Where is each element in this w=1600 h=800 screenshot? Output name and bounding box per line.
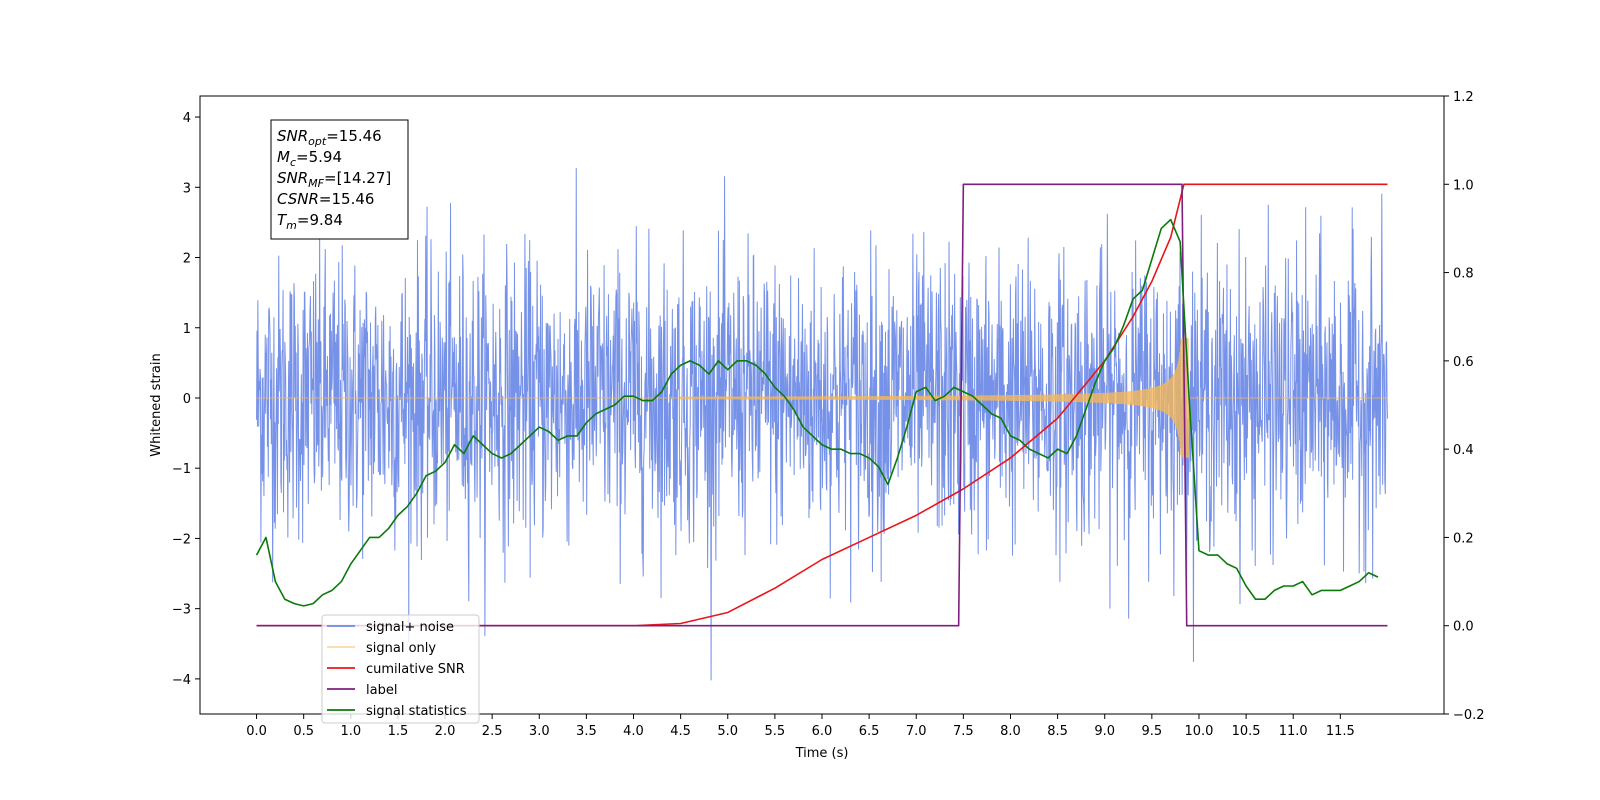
x-tick-label: 11.0: [1279, 724, 1308, 739]
legend: signal+ noise signal only cumilative SNR la…: [321, 614, 480, 724]
x-tick-label: 0.5: [293, 724, 314, 739]
y-left-tick-label: 2: [183, 252, 191, 267]
y-left-tick-label: −2: [172, 532, 191, 547]
x-tick-label: 0.0: [246, 724, 267, 739]
series-layer: [255, 167, 1388, 681]
annotation-line: SNRopt=15.46: [277, 127, 382, 148]
legend-label: signal statistics: [366, 704, 467, 719]
x-tick-label: 9.5: [1142, 724, 1163, 739]
y-right-tick-label: 0.2: [1453, 531, 1474, 546]
y-left-tick-label: 0: [183, 392, 191, 407]
annotation-line: CSNR=15.46: [277, 190, 374, 208]
y-left-tick-label: 1: [183, 322, 191, 337]
annotation-frame: [270, 119, 409, 240]
x-tick-label: 3.0: [529, 724, 550, 739]
x-tick-label: 10.0: [1184, 724, 1213, 739]
y-axis-right: 1.2 1.0 0.8 0.6 0.4 0.2 0.0 −0.2: [1444, 90, 1485, 723]
x-tick-label: 6.0: [812, 724, 833, 739]
y-right-tick-label: 0.4: [1453, 443, 1474, 458]
series-signal-only: [256, 338, 1388, 458]
y-left-tick-label: −1: [172, 462, 191, 477]
y-axis-label: Whitened strain: [149, 353, 164, 456]
series-label: [256, 183, 1388, 627]
annotation-box: SNRopt=15.46Mc=5.94SNRMF=[14.27]CSNR=15.…: [270, 119, 409, 240]
y-right-tick-label: 0.0: [1453, 620, 1474, 635]
x-tick-label: 2.0: [435, 724, 456, 739]
x-tick-label: 4.5: [670, 724, 691, 739]
annotation-line: Tm=9.84: [277, 211, 343, 232]
y-right-tick-label: 0.8: [1453, 267, 1474, 282]
y-axis-left: 4 3 2 1 0 −1 −2 −3 −4: [172, 111, 200, 688]
series-signal-statistics: [255, 218, 1379, 607]
x-tick-label: 7.0: [906, 724, 927, 739]
legend-label: signal only: [366, 641, 436, 656]
x-tick-label: 8.5: [1047, 724, 1068, 739]
x-tick-label: 10.5: [1232, 724, 1261, 739]
x-tick-label: 1.0: [340, 724, 361, 739]
x-tick-label: 8.0: [1000, 724, 1021, 739]
x-tick-label: 6.5: [859, 724, 880, 739]
x-axis-label: Time (s): [795, 746, 849, 761]
x-tick-label: 9.0: [1094, 724, 1115, 739]
x-tick-label: 3.5: [576, 724, 597, 739]
legend-label: cumilative SNR: [366, 662, 465, 677]
x-tick-label: 11.5: [1326, 724, 1355, 739]
legend-frame: [321, 614, 480, 724]
legend-label: label: [366, 683, 397, 698]
y-right-tick-label: 0.6: [1453, 355, 1474, 370]
legend-label: signal+ noise: [366, 620, 454, 635]
series-signal-noise: [256, 167, 1388, 681]
y-right-tick-label: 1.2: [1453, 90, 1474, 105]
y-left-tick-label: 3: [183, 181, 191, 196]
y-left-tick-label: −4: [172, 673, 191, 688]
annotation-line: Mc=5.94: [277, 148, 342, 169]
x-tick-label: 4.0: [623, 724, 644, 739]
y-left-tick-label: 4: [183, 111, 191, 126]
series-cumulative-snr: [256, 183, 1388, 627]
x-tick-label: 5.0: [717, 724, 738, 739]
x-tick-label: 5.5: [765, 724, 786, 739]
x-tick-label: 7.5: [953, 724, 974, 739]
y-right-tick-label: −0.2: [1453, 708, 1485, 723]
x-axis: 0.0 0.5 1.0 1.5 2.0 2.5 3.0 3.5 4.0 4.5 5.0 5.5 6.0 6…: [246, 714, 1355, 739]
x-tick-label: 1.5: [388, 724, 409, 739]
y-left-tick-label: −3: [172, 603, 191, 618]
annotation-line: SNRMF=[14.27]: [277, 169, 391, 190]
y-right-tick-label: 1.0: [1453, 178, 1474, 193]
x-tick-label: 2.5: [482, 724, 503, 739]
